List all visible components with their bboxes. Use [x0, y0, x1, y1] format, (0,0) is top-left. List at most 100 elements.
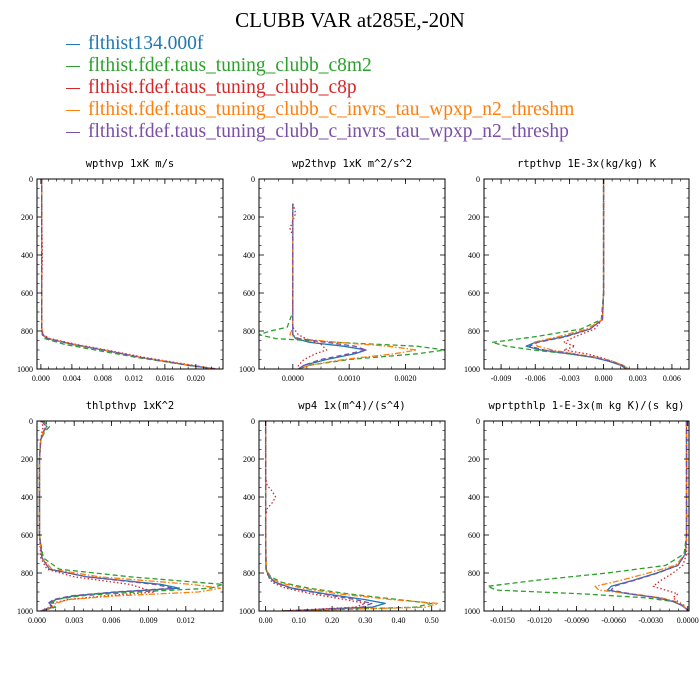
x-tick-label: 0.020: [187, 374, 205, 383]
y-tick-label: 200: [468, 213, 480, 222]
legend-label: flthist.fdef.taus_tuning_clubb_c_invrs_t…: [88, 99, 575, 120]
panel-frame: [258, 420, 446, 612]
series-group: [264, 421, 440, 611]
series-line: [289, 203, 328, 369]
series-group: [41, 179, 218, 369]
series-line: [38, 421, 222, 611]
legend-swatch: [66, 110, 80, 112]
legend-swatch: [66, 66, 80, 68]
legend: flthist134.000f flthist.fdef.taus_tuning…: [66, 33, 574, 143]
series-line: [41, 179, 218, 369]
legend-entry: flthist.fdef.taus_tuning_clubb_c_invrs_t…: [66, 99, 574, 121]
series-line: [563, 179, 627, 369]
x-tick-label: 0.000: [595, 374, 613, 383]
legend-label: flthist.fdef.taus_tuning_clubb_c8p: [88, 77, 357, 98]
x-tick-label: 0.0000: [282, 374, 304, 383]
series-line: [41, 179, 217, 369]
legend-entry: flthist.fdef.taus_tuning_clubb_c8p: [66, 77, 574, 99]
y-tick-label: 0: [251, 175, 255, 184]
series-line: [606, 421, 689, 611]
x-tick-label: -0.0060: [601, 616, 626, 625]
y-tick-label: 1000: [239, 607, 255, 616]
y-tick-label: 800: [468, 569, 480, 578]
y-tick-label: 600: [243, 289, 255, 298]
series-group: [491, 179, 630, 369]
x-tick-label: -0.0150: [490, 616, 515, 625]
x-tick-label: 0.016: [156, 374, 174, 383]
x-tick-label: 0.00: [259, 616, 273, 625]
series-line: [38, 421, 223, 611]
profile-panel: rtpthvp 1E-3x(kg/kg) K 0 200 400 600 800 1000 -…: [464, 158, 690, 383]
series-group: [38, 421, 223, 611]
panel-title: wp4 1x(m^4)/(s^4): [298, 400, 405, 412]
series-line: [264, 421, 440, 611]
series-line: [41, 179, 216, 369]
legend-swatch: [66, 44, 80, 46]
panel-frame: [483, 178, 690, 370]
y-tick-label: 800: [243, 569, 255, 578]
profile-panel: wp2thvp 1xK m^2/s^2 0 200 400 600 800 1000 0.00…: [239, 158, 446, 383]
x-tick-label: 0.0020: [395, 374, 417, 383]
legend-label: flthist.fdef.taus_tuning_clubb_c8m2: [88, 55, 372, 76]
series-line: [289, 203, 418, 369]
x-tick-label: 0.012: [177, 616, 195, 625]
y-tick-label: 1000: [17, 607, 33, 616]
x-tick-label: 0.006: [102, 616, 120, 625]
x-tick-label: 0.000: [28, 616, 46, 625]
x-tick-label: 0.003: [629, 374, 647, 383]
y-tick-label: 1000: [239, 365, 255, 374]
series-line: [264, 421, 433, 611]
x-tick-label: 0.006: [663, 374, 681, 383]
panel-title: wp2thvp 1xK m^2/s^2: [292, 158, 412, 170]
y-tick-label: 800: [468, 327, 480, 336]
y-tick-label: 600: [468, 531, 480, 540]
series-line: [259, 203, 445, 369]
y-tick-label: 1000: [17, 365, 33, 374]
series-line: [264, 421, 373, 611]
y-tick-label: 800: [21, 569, 33, 578]
x-tick-label: 0.004: [63, 374, 81, 383]
x-tick-label: 0.50: [425, 616, 439, 625]
legend-label: flthist.fdef.taus_tuning_clubb_c_invrs_t…: [88, 121, 569, 142]
series-group: [259, 203, 445, 369]
y-tick-label: 200: [21, 213, 33, 222]
y-tick-label: 600: [243, 531, 255, 540]
y-tick-label: 400: [468, 493, 480, 502]
y-tick-label: 200: [243, 455, 255, 464]
x-tick-label: 0.008: [94, 374, 112, 383]
x-tick-label: -0.009: [491, 374, 512, 383]
y-tick-label: 600: [21, 289, 33, 298]
series-line: [41, 179, 217, 369]
series-line: [38, 421, 181, 611]
y-tick-label: 200: [243, 213, 255, 222]
legend-swatch: [66, 132, 80, 134]
x-tick-label: 0.012: [125, 374, 143, 383]
y-tick-label: 600: [468, 289, 480, 298]
series-line: [594, 421, 689, 611]
x-tick-label: -0.006: [525, 374, 546, 383]
x-tick-label: 0.000: [32, 374, 50, 383]
legend-entry: flthist.fdef.taus_tuning_clubb_c8m2: [66, 55, 574, 77]
x-tick-label: -0.0030: [638, 616, 663, 625]
legend-swatch: [66, 88, 80, 90]
panel-title: rtpthvp 1E-3x(kg/kg) K: [517, 158, 657, 170]
x-tick-label: -0.0120: [527, 616, 552, 625]
panel-frame: [258, 178, 446, 370]
series-line: [491, 179, 630, 369]
x-tick-label: 0.003: [65, 616, 83, 625]
x-tick-label: 0.40: [392, 616, 406, 625]
x-tick-label: 0.0000: [677, 616, 699, 625]
y-tick-label: 800: [21, 327, 33, 336]
x-tick-label: 0.20: [325, 616, 339, 625]
y-tick-label: 400: [21, 251, 33, 260]
x-tick-label: 0.30: [358, 616, 372, 625]
panel-title: wprtpthlp 1-E-3x(m kg K)/(s kg): [489, 400, 685, 412]
y-tick-label: 400: [468, 251, 480, 260]
series-line: [38, 421, 175, 611]
x-tick-label: 0.10: [292, 616, 306, 625]
x-tick-label: -0.003: [559, 374, 580, 383]
series-line: [610, 421, 689, 611]
figure-title: CLUBB VAR at285E,-20N: [235, 8, 465, 32]
